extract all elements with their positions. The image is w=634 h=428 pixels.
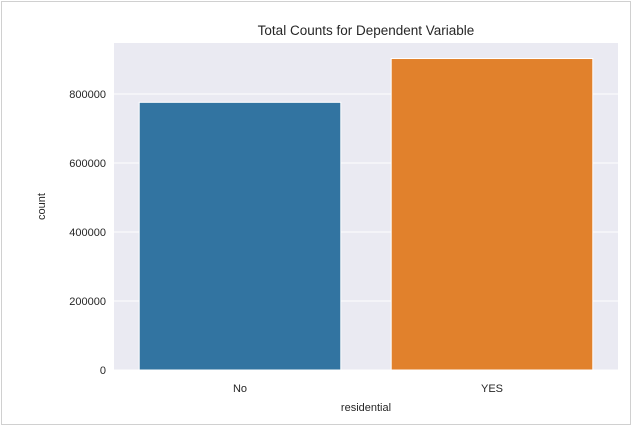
x-axis-label: residential bbox=[341, 402, 391, 414]
x-tick-label: YES bbox=[481, 383, 503, 395]
x-axis-ticks: No YES bbox=[233, 383, 503, 395]
y-tick-label: 400000 bbox=[69, 227, 106, 239]
bar-yes bbox=[390, 58, 594, 371]
y-tick-label: 0 bbox=[100, 365, 106, 377]
y-axis-label: count bbox=[36, 193, 48, 220]
chart-title: Total Counts for Dependent Variable bbox=[258, 23, 475, 38]
bars bbox=[138, 58, 594, 371]
y-tick-label: 200000 bbox=[69, 296, 106, 308]
x-tick-label: No bbox=[233, 383, 247, 395]
y-axis-ticks: 0 200000 400000 600000 800000 bbox=[69, 89, 106, 377]
bar-no bbox=[138, 101, 342, 371]
y-tick-label: 600000 bbox=[69, 158, 106, 170]
y-tick-label: 800000 bbox=[69, 89, 106, 101]
